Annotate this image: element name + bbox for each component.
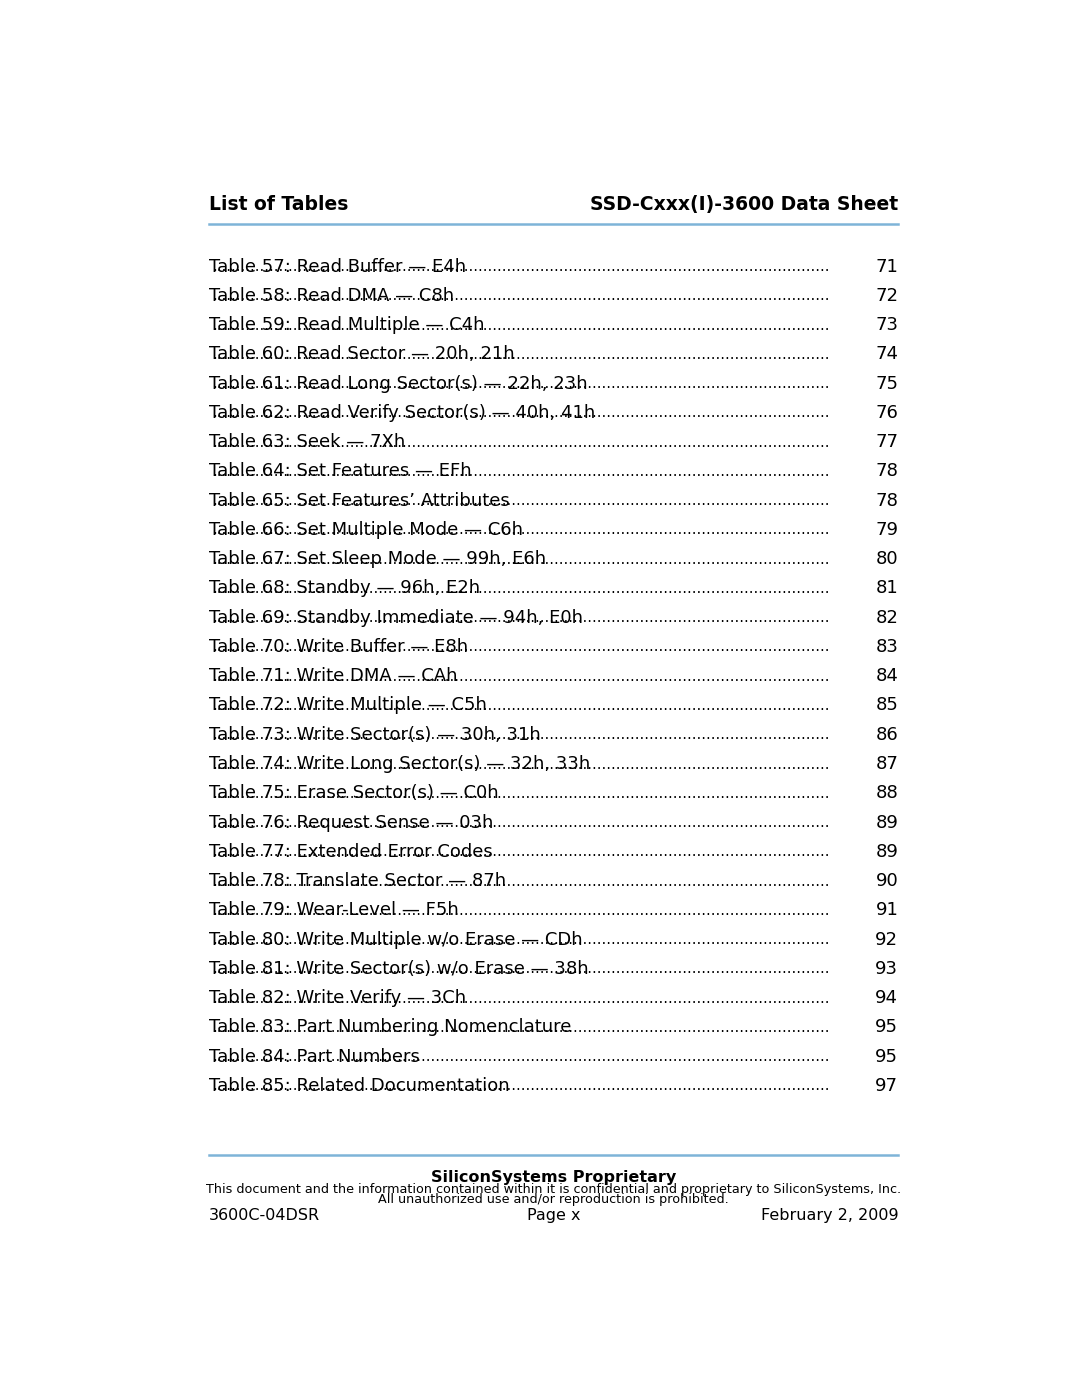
- Text: ................................................................................: ........................................…: [213, 873, 831, 888]
- Text: Table 79: Wear-Level — F5h: Table 79: Wear-Level — F5h: [208, 901, 458, 919]
- Text: ................................................................................: ........................................…: [213, 844, 831, 859]
- Text: ................................................................................: ........................................…: [213, 698, 831, 712]
- Text: 85: 85: [876, 697, 899, 714]
- Text: Table 66: Set Multiple Mode — C6h: Table 66: Set Multiple Mode — C6h: [208, 521, 523, 539]
- Text: 88: 88: [876, 784, 899, 802]
- Text: ................................................................................: ........................................…: [213, 376, 831, 391]
- Text: Table 81: Write Sector(s) w/o Erase — 38h: Table 81: Write Sector(s) w/o Erase — 38…: [208, 960, 589, 978]
- Text: Table 82: Write Verify — 3Ch: Table 82: Write Verify — 3Ch: [208, 989, 465, 1007]
- Text: 3600C-04DSR: 3600C-04DSR: [208, 1208, 320, 1222]
- Text: 93: 93: [876, 960, 899, 978]
- Text: Table 68: Standby — 96h, E2h: Table 68: Standby — 96h, E2h: [208, 580, 480, 598]
- Text: Table 75: Erase Sector(s) — C0h: Table 75: Erase Sector(s) — C0h: [208, 784, 498, 802]
- Text: Table 63: Seek — 7Xh: Table 63: Seek — 7Xh: [208, 433, 405, 451]
- Text: 82: 82: [876, 609, 899, 627]
- Text: ................................................................................: ........................................…: [213, 346, 831, 362]
- Text: 90: 90: [876, 872, 899, 890]
- Text: 78: 78: [876, 492, 899, 510]
- Text: 74: 74: [876, 345, 899, 363]
- Text: ................................................................................: ........................................…: [213, 785, 831, 800]
- Text: Table 59: Read Multiple — C4h: Table 59: Read Multiple — C4h: [208, 316, 484, 334]
- Text: 89: 89: [876, 842, 899, 861]
- Text: ................................................................................: ........................................…: [213, 522, 831, 538]
- Text: Table 72: Write Multiple — C5h: Table 72: Write Multiple — C5h: [208, 697, 486, 714]
- Text: ................................................................................: ........................................…: [213, 640, 831, 654]
- Text: Table 69: Standby Immediate — 94h, E0h: Table 69: Standby Immediate — 94h, E0h: [208, 609, 582, 627]
- Text: Table 71: Write DMA — CAh: Table 71: Write DMA — CAh: [208, 668, 457, 685]
- Text: ................................................................................: ........................................…: [213, 902, 831, 918]
- Text: ................................................................................: ........................................…: [213, 814, 831, 830]
- Text: Table 61: Read Long Sector(s) — 22h, 23h: Table 61: Read Long Sector(s) — 22h, 23h: [208, 374, 588, 393]
- Text: 73: 73: [876, 316, 899, 334]
- Text: 78: 78: [876, 462, 899, 481]
- Text: Table 76: Request Sense — 03h: Table 76: Request Sense — 03h: [208, 813, 494, 831]
- Text: Table 65: Set Features’ Attributes: Table 65: Set Features’ Attributes: [208, 492, 510, 510]
- Text: This document and the information contained within it is confidential and propri: This document and the information contai…: [206, 1183, 901, 1196]
- Text: 72: 72: [876, 286, 899, 305]
- Text: ................................................................................: ........................................…: [213, 288, 831, 303]
- Text: 94: 94: [876, 989, 899, 1007]
- Text: Table 67: Set Sleep Mode — 99h, E6h: Table 67: Set Sleep Mode — 99h, E6h: [208, 550, 545, 569]
- Text: 75: 75: [876, 374, 899, 393]
- Text: Table 64: Set Features — EFh: Table 64: Set Features — EFh: [208, 462, 471, 481]
- Text: Table 78: Translate Sector — 87h: Table 78: Translate Sector — 87h: [208, 872, 505, 890]
- Text: Table 57: Read Buffer — E4h: Table 57: Read Buffer — E4h: [208, 257, 465, 275]
- Text: 79: 79: [876, 521, 899, 539]
- Text: 87: 87: [876, 754, 899, 773]
- Text: 84: 84: [876, 668, 899, 685]
- Text: Table 62: Read Verify Sector(s) — 40h, 41h: Table 62: Read Verify Sector(s) — 40h, 4…: [208, 404, 595, 422]
- Text: List of Tables: List of Tables: [208, 196, 348, 214]
- Text: ................................................................................: ........................................…: [213, 464, 831, 479]
- Text: 95: 95: [876, 1018, 899, 1037]
- Text: ................................................................................: ........................................…: [213, 493, 831, 509]
- Text: All unauthorized use and/or reproduction is prohibited.: All unauthorized use and/or reproduction…: [378, 1193, 729, 1206]
- Text: ................................................................................: ........................................…: [213, 961, 831, 977]
- Text: ................................................................................: ........................................…: [213, 610, 831, 626]
- Text: 80: 80: [876, 550, 899, 569]
- Text: SSD-Cxxx(I)-3600 Data Sheet: SSD-Cxxx(I)-3600 Data Sheet: [590, 196, 899, 214]
- Text: ................................................................................: ........................................…: [213, 728, 831, 742]
- Text: 91: 91: [876, 901, 899, 919]
- Text: ................................................................................: ........................................…: [213, 1078, 831, 1094]
- Text: 86: 86: [876, 726, 899, 743]
- Text: ................................................................................: ........................................…: [213, 1020, 831, 1035]
- Text: 89: 89: [876, 813, 899, 831]
- Text: Table 80: Write Multiple w/o Erase — CDh: Table 80: Write Multiple w/o Erase — CDh: [208, 930, 582, 949]
- Text: ................................................................................: ........................................…: [213, 258, 831, 274]
- Text: Table 83: Part Numbering Nomenclature: Table 83: Part Numbering Nomenclature: [208, 1018, 571, 1037]
- Text: 95: 95: [876, 1048, 899, 1066]
- Text: ................................................................................: ........................................…: [213, 317, 831, 332]
- Text: Table 73: Write Sector(s) — 30h, 31h: Table 73: Write Sector(s) — 30h, 31h: [208, 726, 540, 743]
- Text: ................................................................................: ........................................…: [213, 757, 831, 771]
- Text: 76: 76: [876, 404, 899, 422]
- Text: Table 77: Extended Error Codes: Table 77: Extended Error Codes: [208, 842, 492, 861]
- Text: Table 74: Write Long Sector(s) — 32h, 33h: Table 74: Write Long Sector(s) — 32h, 33…: [208, 754, 590, 773]
- Text: ................................................................................: ........................................…: [213, 581, 831, 597]
- Text: ................................................................................: ........................................…: [213, 405, 831, 420]
- Text: Table 70: Write Buffer — E8h: Table 70: Write Buffer — E8h: [208, 638, 468, 657]
- Text: 77: 77: [876, 433, 899, 451]
- Text: Table 85: Related Documentation: Table 85: Related Documentation: [208, 1077, 510, 1095]
- Text: February 2, 2009: February 2, 2009: [760, 1208, 899, 1222]
- Text: ................................................................................: ........................................…: [213, 552, 831, 567]
- Text: Table 58: Read DMA — C8h: Table 58: Read DMA — C8h: [208, 286, 454, 305]
- Text: ................................................................................: ........................................…: [213, 1049, 831, 1065]
- Text: Page x: Page x: [527, 1208, 580, 1222]
- Text: 83: 83: [876, 638, 899, 657]
- Text: ................................................................................: ........................................…: [213, 669, 831, 683]
- Text: Table 84: Part Numbers: Table 84: Part Numbers: [208, 1048, 419, 1066]
- Text: 81: 81: [876, 580, 899, 598]
- Text: ................................................................................: ........................................…: [213, 932, 831, 947]
- Text: Table 60: Read Sector — 20h, 21h: Table 60: Read Sector — 20h, 21h: [208, 345, 514, 363]
- Text: SiliconSystems Proprietary: SiliconSystems Proprietary: [431, 1171, 676, 1185]
- Text: ................................................................................: ........................................…: [213, 990, 831, 1006]
- Text: 71: 71: [876, 257, 899, 275]
- Text: 97: 97: [876, 1077, 899, 1095]
- Text: 92: 92: [876, 930, 899, 949]
- Text: ................................................................................: ........................................…: [213, 434, 831, 450]
